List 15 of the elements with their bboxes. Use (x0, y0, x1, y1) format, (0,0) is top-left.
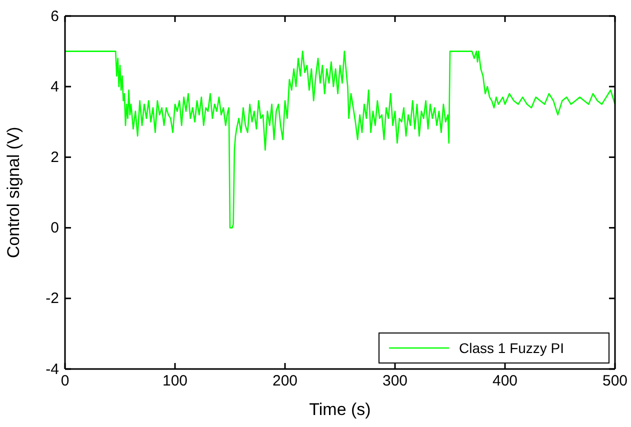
x-tick-label: 400 (492, 372, 518, 390)
x-tick-label: 500 (602, 372, 628, 390)
y-tick-label: 4 (50, 78, 59, 96)
y-tick-label: 6 (50, 8, 59, 25)
x-tick-label: 100 (162, 372, 188, 390)
line-series (64, 50, 616, 228)
y-axis-title: Control signal (V) (4, 126, 23, 258)
y-tick-label: -4 (46, 360, 59, 378)
y-tick-label: 2 (50, 149, 59, 166)
legend-label: Class 1 Fuzzy PI (459, 340, 564, 356)
y-tick-label: 0 (50, 220, 59, 237)
x-axis-title: Time (s) (309, 400, 371, 419)
x-tick-label: 200 (272, 372, 298, 390)
x-tick-label: 300 (382, 372, 408, 390)
y-tick-label: -2 (46, 290, 59, 308)
